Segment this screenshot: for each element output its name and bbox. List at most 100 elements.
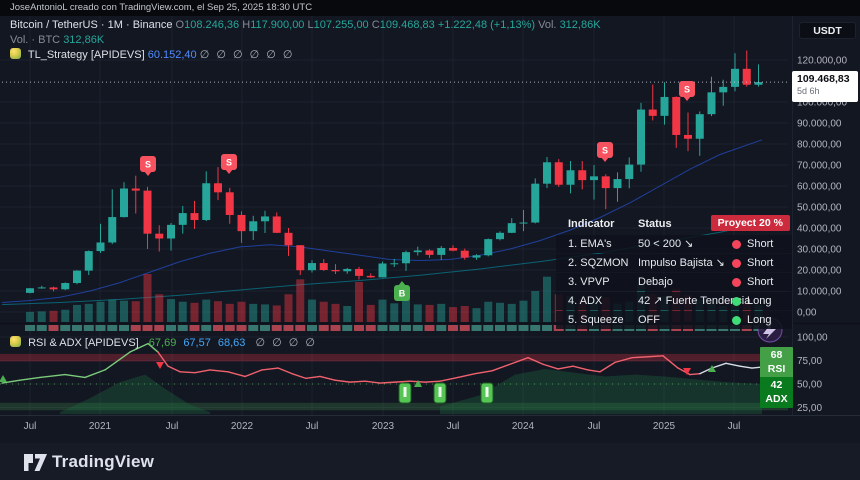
svg-text:100,00: 100,00	[797, 333, 828, 344]
svg-text:B: B	[399, 289, 406, 299]
svg-text:75,00: 75,00	[797, 356, 822, 367]
interval-label: 1M	[107, 19, 123, 31]
svg-text:S: S	[602, 146, 608, 156]
svg-text:Jul: Jul	[166, 421, 179, 432]
indicator-row: 4. ADX 42 ↗ Fuerte Tendencia Long	[556, 292, 792, 310]
indicator-signal: Long	[732, 311, 771, 329]
svg-text:40.000,00: 40.000,00	[797, 224, 842, 235]
indicator-signal: Short	[732, 235, 773, 253]
svg-text:10.000,00: 10.000,00	[797, 287, 842, 298]
indicator-table-rows: 1. EMA's 50 < 200 ↘ Short 2. SQZMON Impulso …	[556, 235, 792, 329]
strategy-value: 60.152,40	[147, 49, 197, 61]
currency-toggle-button[interactable]: USDT	[799, 22, 856, 39]
indicator-status: Impulso Bajista ↘	[638, 257, 725, 269]
signal-dot-icon	[732, 239, 741, 249]
open-letter: O	[175, 19, 185, 31]
svg-text:50,00: 50,00	[797, 380, 822, 391]
indicator-status: 50 < 200 ↘	[638, 238, 694, 250]
signal-label: Long	[747, 295, 772, 307]
column-indicator: Indicator	[568, 218, 615, 230]
rsi-plot-value: 67,69	[148, 337, 177, 349]
tradingview-logo-icon[interactable]	[24, 453, 48, 472]
close-letter: C	[371, 19, 380, 31]
indicator-status: OFF	[638, 314, 660, 326]
low-value: 107.255,00	[313, 19, 369, 31]
symbol-title: Bitcoin / TetherUS	[10, 19, 98, 31]
svg-text:0,00: 0,00	[797, 308, 817, 319]
open-value: 108.246,36	[184, 19, 240, 31]
svg-text:30.000,00: 30.000,00	[797, 245, 842, 256]
signal-label: Long	[747, 314, 772, 326]
volume-indicator-label: Vol. · BTC	[10, 34, 61, 46]
indicator-table-header: Indicator Status Proyect 20 %	[556, 214, 792, 234]
exchange-label: Binance	[132, 19, 173, 31]
separator: ·	[125, 19, 130, 31]
indicator-name: 2. SQZMON	[568, 257, 629, 269]
rsi-adx-zero-values: ∅ ∅ ∅ ∅	[255, 337, 317, 349]
adx-badge: 42 ADX	[760, 377, 793, 409]
signal-dot-icon	[732, 315, 741, 325]
svg-text:S: S	[226, 158, 232, 168]
rsi-badge: 68 RSI	[760, 347, 793, 379]
apidevs-icon	[10, 336, 21, 347]
volume-indicator-value: 312,86K	[63, 34, 105, 46]
indicator-row: 1. EMA's 50 < 200 ↘ Short	[556, 235, 792, 253]
high-letter: H	[242, 19, 251, 31]
svg-text:Jul: Jul	[447, 421, 460, 432]
svg-text:S: S	[684, 85, 690, 95]
separator: ·	[100, 19, 105, 31]
signal-dot-icon	[732, 296, 741, 306]
indicator-signal: Short	[732, 254, 773, 272]
indicator-signal: Short	[732, 273, 773, 291]
footer-bar: TradingView	[0, 443, 860, 480]
apidevs-icon	[10, 48, 21, 59]
attribution-bar: JoseAntonioL creado con TradingView.com,…	[0, 0, 860, 16]
svg-text:20.000,00: 20.000,00	[797, 266, 842, 277]
adx-badge-value: 42	[770, 379, 783, 391]
svg-text:100.000,00: 100.000,00	[797, 98, 847, 109]
svg-text:2022: 2022	[231, 421, 254, 432]
last-price-value: 109.468,83	[797, 73, 850, 85]
indicator-status: Debajo	[638, 276, 673, 288]
svg-text:Jul: Jul	[728, 421, 741, 432]
volume-legend-row[interactable]: Vol. · BTC 312,86K	[10, 34, 104, 46]
svg-text:Jul: Jul	[588, 421, 601, 432]
svg-text:2023: 2023	[372, 421, 395, 432]
indicator-status: 42 ↗ Fuerte Tendencia	[638, 295, 751, 307]
strategy-title: TL_Strategy [APIDEVS]	[27, 49, 145, 61]
signal-dot-icon	[732, 277, 741, 287]
rsi-badge-value: 68	[770, 349, 783, 361]
strategy-plot-values: ∅ ∅ ∅ ∅ ∅ ∅	[199, 49, 295, 61]
svg-text:25,00: 25,00	[797, 403, 822, 414]
strategy-legend-row[interactable]: TL_Strategy [APIDEVS] 60.152,40 ∅ ∅ ∅ ∅ …	[10, 48, 294, 61]
indicator-name: 4. ADX	[568, 295, 603, 307]
svg-text:2024: 2024	[512, 421, 535, 432]
signal-dot-icon	[732, 258, 741, 268]
last-price-label: 109.468,83 5d 6h	[792, 71, 858, 102]
signal-label: Short	[747, 276, 774, 288]
rsi-plot-value: 67,57	[183, 337, 211, 349]
symbol-legend-row[interactable]: Bitcoin / TetherUS · 1M · Binance O108.2…	[10, 19, 601, 31]
indicator-signal: Long	[732, 292, 771, 310]
indicator-name: 5. Squeeze	[568, 314, 624, 326]
high-value: 117.900,00	[250, 19, 305, 31]
indicator-row: 5. Squeeze OFF Long	[556, 311, 792, 329]
signal-label: Short	[747, 257, 774, 269]
svg-text:60.000,00: 60.000,00	[797, 182, 842, 193]
adx-badge-label: ADX	[765, 392, 788, 405]
signal-label: Short	[747, 238, 774, 250]
close-value: 109.468,83	[379, 19, 435, 31]
svg-text:2025: 2025	[653, 421, 676, 432]
indicator-name: 3. VPVP	[568, 276, 610, 288]
svg-text:80.000,00: 80.000,00	[797, 140, 842, 151]
rsi-adx-legend-row[interactable]: RSI & ADX [APIDEVS] 67,69 67,57 68,63 ∅ ∅ …	[10, 336, 317, 349]
rsi-adx-title: RSI & ADX [APIDEVS]	[28, 337, 139, 349]
svg-text:70.000,00: 70.000,00	[797, 161, 842, 172]
svg-text:90.000,00: 90.000,00	[797, 119, 842, 130]
indicator-status-table: Indicator Status Proyect 20 % 1. EMA's 50…	[556, 214, 792, 329]
svg-text:120.000,00: 120.000,00	[797, 56, 847, 67]
tradingview-brand-text[interactable]: TradingView	[52, 452, 155, 471]
indicator-row: 2. SQZMON Impulso Bajista ↘ Short	[556, 254, 792, 272]
svg-text:S: S	[145, 160, 151, 170]
